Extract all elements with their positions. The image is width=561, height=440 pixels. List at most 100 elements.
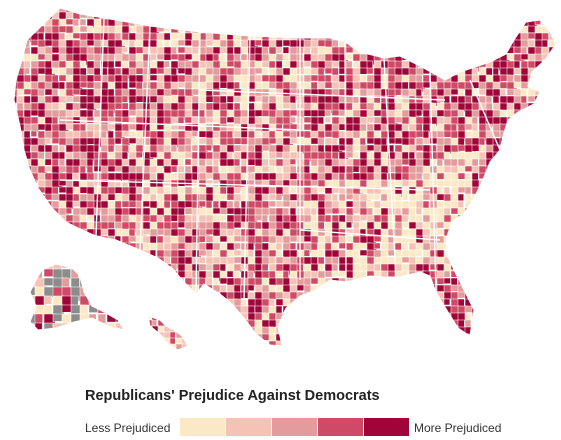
county-area[interactable] (465, 348, 476, 359)
county-area[interactable] (163, 18, 175, 26)
county-area[interactable] (555, 46, 561, 53)
county-area[interactable] (114, 340, 126, 350)
county-area[interactable] (541, 95, 551, 105)
county-area[interactable] (548, 109, 559, 120)
county-area[interactable] (485, 214, 495, 227)
county-area[interactable] (219, 298, 228, 307)
county-area[interactable] (464, 228, 474, 237)
county-area[interactable] (415, 207, 423, 215)
county-area[interactable] (149, 11, 162, 21)
county-area[interactable] (513, 11, 520, 23)
county-area[interactable] (149, 298, 160, 310)
county-area[interactable] (100, 263, 108, 271)
county-area[interactable] (499, 235, 512, 243)
county-area[interactable] (169, 314, 177, 321)
county-area[interactable] (408, 291, 420, 302)
county-area[interactable] (450, 32, 459, 44)
county-area[interactable] (205, 326, 213, 335)
county-area[interactable] (464, 242, 472, 251)
county-area[interactable] (408, 32, 420, 45)
county-area[interactable] (135, 326, 143, 335)
county-area[interactable] (394, 25, 402, 35)
county-area[interactable] (506, 235, 519, 246)
county-area[interactable] (408, 18, 420, 26)
county-area[interactable] (499, 277, 511, 287)
county-area[interactable] (415, 5, 424, 17)
county-area[interactable] (436, 11, 448, 23)
county-area[interactable] (408, 305, 416, 314)
county-area[interactable] (10, 256, 19, 265)
county-area[interactable] (338, 312, 348, 323)
county-area[interactable] (79, 207, 88, 216)
county-area[interactable] (548, 235, 557, 244)
county-area[interactable] (422, 319, 431, 330)
county-area[interactable] (548, 284, 558, 295)
county-area[interactable] (10, 228, 21, 241)
county-area[interactable] (268, 200, 276, 208)
county-area[interactable] (114, 242, 126, 253)
county-area[interactable] (429, 326, 442, 337)
county-area[interactable] (247, 25, 257, 35)
county-area[interactable] (72, 207, 81, 216)
county-area[interactable] (492, 298, 503, 309)
county-area[interactable] (513, 200, 524, 212)
county-area[interactable] (261, 25, 269, 36)
county-area[interactable] (198, 305, 211, 314)
county-area[interactable] (380, 39, 388, 51)
county-area[interactable] (107, 326, 114, 336)
county-area[interactable] (142, 340, 151, 351)
county-area[interactable] (163, 314, 173, 320)
county-area[interactable] (184, 11, 196, 21)
county-area[interactable] (443, 67, 455, 76)
county-area[interactable] (527, 11, 536, 20)
county-area[interactable] (44, 221, 53, 229)
county-area[interactable] (359, 18, 367, 29)
county-area[interactable] (58, 249, 69, 260)
county-area[interactable] (254, 18, 266, 28)
county-area[interactable] (555, 298, 561, 306)
county-area[interactable] (506, 249, 518, 259)
county-area[interactable] (534, 123, 545, 132)
county-area[interactable] (513, 130, 525, 138)
county-area[interactable] (345, 305, 357, 313)
county-area[interactable] (513, 144, 522, 152)
county-area[interactable] (30, 263, 39, 273)
county-area[interactable] (471, 326, 481, 337)
county-area[interactable] (275, 18, 283, 29)
county-area[interactable] (261, 263, 269, 272)
county-area[interactable] (37, 5, 49, 12)
county-area[interactable] (492, 193, 505, 205)
county-area[interactable] (359, 5, 371, 13)
county-area[interactable] (520, 207, 530, 214)
county-area[interactable] (408, 326, 416, 337)
county-area[interactable] (478, 5, 487, 14)
county-area[interactable] (408, 312, 420, 323)
county-area[interactable] (296, 305, 306, 318)
county-area[interactable] (16, 256, 27, 263)
county-area[interactable] (471, 284, 480, 296)
county-area[interactable] (10, 18, 20, 27)
county-area[interactable] (394, 312, 402, 325)
county-area[interactable] (394, 193, 402, 202)
county-area[interactable] (205, 18, 213, 26)
county-area[interactable] (289, 74, 298, 83)
county-area[interactable] (79, 214, 87, 223)
county-area[interactable] (170, 291, 177, 301)
county-area[interactable] (135, 5, 144, 14)
county-area[interactable] (492, 32, 504, 40)
county-area[interactable] (317, 11, 326, 23)
county-area[interactable] (548, 116, 556, 124)
county-area[interactable] (16, 214, 29, 227)
county-area[interactable] (30, 228, 40, 240)
county-area[interactable] (366, 326, 374, 335)
county-area[interactable] (534, 319, 544, 327)
county-area[interactable] (527, 298, 536, 311)
county-area[interactable] (352, 193, 360, 202)
county-area[interactable] (37, 214, 45, 222)
county-area[interactable] (135, 291, 144, 302)
county-area[interactable] (275, 5, 282, 13)
county-area[interactable] (464, 270, 473, 280)
county-area[interactable] (16, 46, 25, 53)
county-area[interactable] (422, 305, 434, 318)
county-area[interactable] (240, 25, 252, 35)
